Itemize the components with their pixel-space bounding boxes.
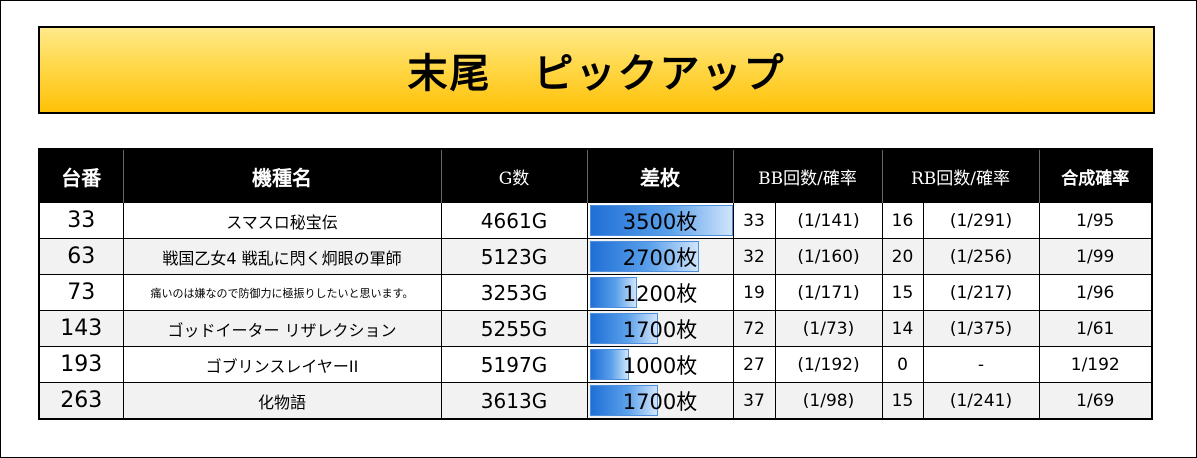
header-bb: BB回数/確率 [732,149,882,203]
games-cell: 5123G [440,238,588,275]
games-cell: 4661G [440,202,588,239]
bb-rate-cell: (1/192) [774,346,883,383]
header-combined: 合成確率 [1038,149,1152,203]
diff-cell: 1200枚 [586,274,734,311]
machine-cell: スマスロ秘宝伝 [122,202,442,239]
dai-cell: 143 [38,310,124,347]
rb-count-cell: 20 [881,238,924,275]
bb-rate-cell: (1/73) [774,310,883,347]
table-row: 193 ゴブリンスレイヤーII 5197G 1000枚 27 (1/192) 0… [38,346,1153,383]
header-games: G数 [440,149,587,203]
diff-label: 1000枚 [622,353,698,378]
rb-rate-cell: (1/217) [922,274,1040,311]
rb-rate-cell: (1/375) [922,310,1040,347]
header-machine: 機種名 [122,149,441,203]
rb-rate-cell: (1/291) [922,202,1040,239]
dai-cell: 193 [38,346,124,383]
dai-cell: 263 [38,382,124,420]
machine-cell: ゴブリンスレイヤーII [122,346,442,383]
combined-cell: 1/69 [1038,382,1153,420]
diff-label: 2700枚 [622,245,698,270]
combined-cell: 1/192 [1038,346,1153,383]
header-row: 台番 機種名 G数 差枚 BB回数/確率 RB回数/確率 合成確率 [38,149,1152,203]
dai-cell: 33 [38,202,124,239]
games-cell: 3253G [440,274,588,311]
games-cell: 5197G [440,346,588,383]
rb-count-cell: 16 [881,202,924,239]
games-cell: 5255G [440,310,588,347]
bb-count-cell: 33 [732,202,776,239]
machine-cell: ゴッドイーター リザレクション [122,310,442,347]
diff-bar [589,349,629,380]
bb-count-cell: 32 [732,238,776,275]
games-cell: 3613G [440,382,588,420]
machine-cell: 化物語 [122,382,442,420]
table-row: 73 痛いのは嫌なので防御力に極振りしたいと思います。 3253G 1200枚 … [38,274,1153,311]
bb-rate-cell: (1/171) [774,274,883,311]
diff-bar [589,241,700,272]
diff-bar [589,313,658,344]
diff-bar [589,385,658,416]
bb-count-cell: 72 [732,310,776,347]
table-row: 263 化物語 3613G 1700枚 37 (1/98) 15 (1/241)… [38,382,1153,420]
rb-count-cell: 14 [881,310,924,347]
header-rb: RB回数/確率 [881,149,1039,203]
bb-count-cell: 27 [732,346,776,383]
diff-label: 3500枚 [622,209,698,234]
diff-bar [589,277,638,308]
machine-cell: 戦国乙女4 戦乱に閃く炯眼の軍師 [122,238,442,275]
diff-cell: 1000枚 [586,346,734,383]
combined-cell: 1/96 [1038,274,1153,311]
diff-cell: 3500枚 [586,202,734,239]
dai-cell: 63 [38,238,124,275]
combined-cell: 1/95 [1038,202,1153,239]
table-row: 33 スマスロ秘宝伝 4661G 3500枚 33 (1/141) 16 (1/… [38,202,1153,239]
machine-cell: 痛いのは嫌なので防御力に極振りしたいと思います。 [122,274,442,311]
header-dai: 台番 [38,149,123,203]
bb-count-cell: 19 [732,274,776,311]
rb-count-cell: 0 [881,346,924,383]
rb-count-cell: 15 [881,274,924,311]
rb-rate-cell: - [922,346,1040,383]
header-diff: 差枚 [586,149,733,203]
dai-cell: 73 [38,274,124,311]
rb-rate-cell: (1/241) [922,382,1040,420]
title-banner: 末尾 ピックアップ [38,26,1155,114]
diff-label: 1200枚 [622,281,698,306]
diff-cell: 1700枚 [586,310,734,347]
bb-rate-cell: (1/98) [774,382,883,420]
bb-count-cell: 37 [732,382,776,420]
diff-label: 1700枚 [622,389,698,414]
page-title: 末尾 ピックアップ [407,51,786,97]
bb-rate-cell: (1/160) [774,238,883,275]
rb-rate-cell: (1/256) [922,238,1040,275]
bb-rate-cell: (1/141) [774,202,883,239]
table-row: 63 戦国乙女4 戦乱に閃く炯眼の軍師 5123G 2700枚 32 (1/16… [38,238,1153,275]
combined-cell: 1/99 [1038,238,1153,275]
diff-label: 1700枚 [622,317,698,342]
diff-cell: 1700枚 [586,382,734,420]
combined-cell: 1/61 [1038,310,1153,347]
diff-bar [589,205,732,236]
diff-cell: 2700枚 [586,238,734,275]
pickup-table: 台番 機種名 G数 差枚 BB回数/確率 RB回数/確率 合成確率 33 スマス… [38,148,1153,420]
table-row: 143 ゴッドイーター リザレクション 5255G 1700枚 72 (1/73… [38,310,1153,347]
rb-count-cell: 15 [881,382,924,420]
